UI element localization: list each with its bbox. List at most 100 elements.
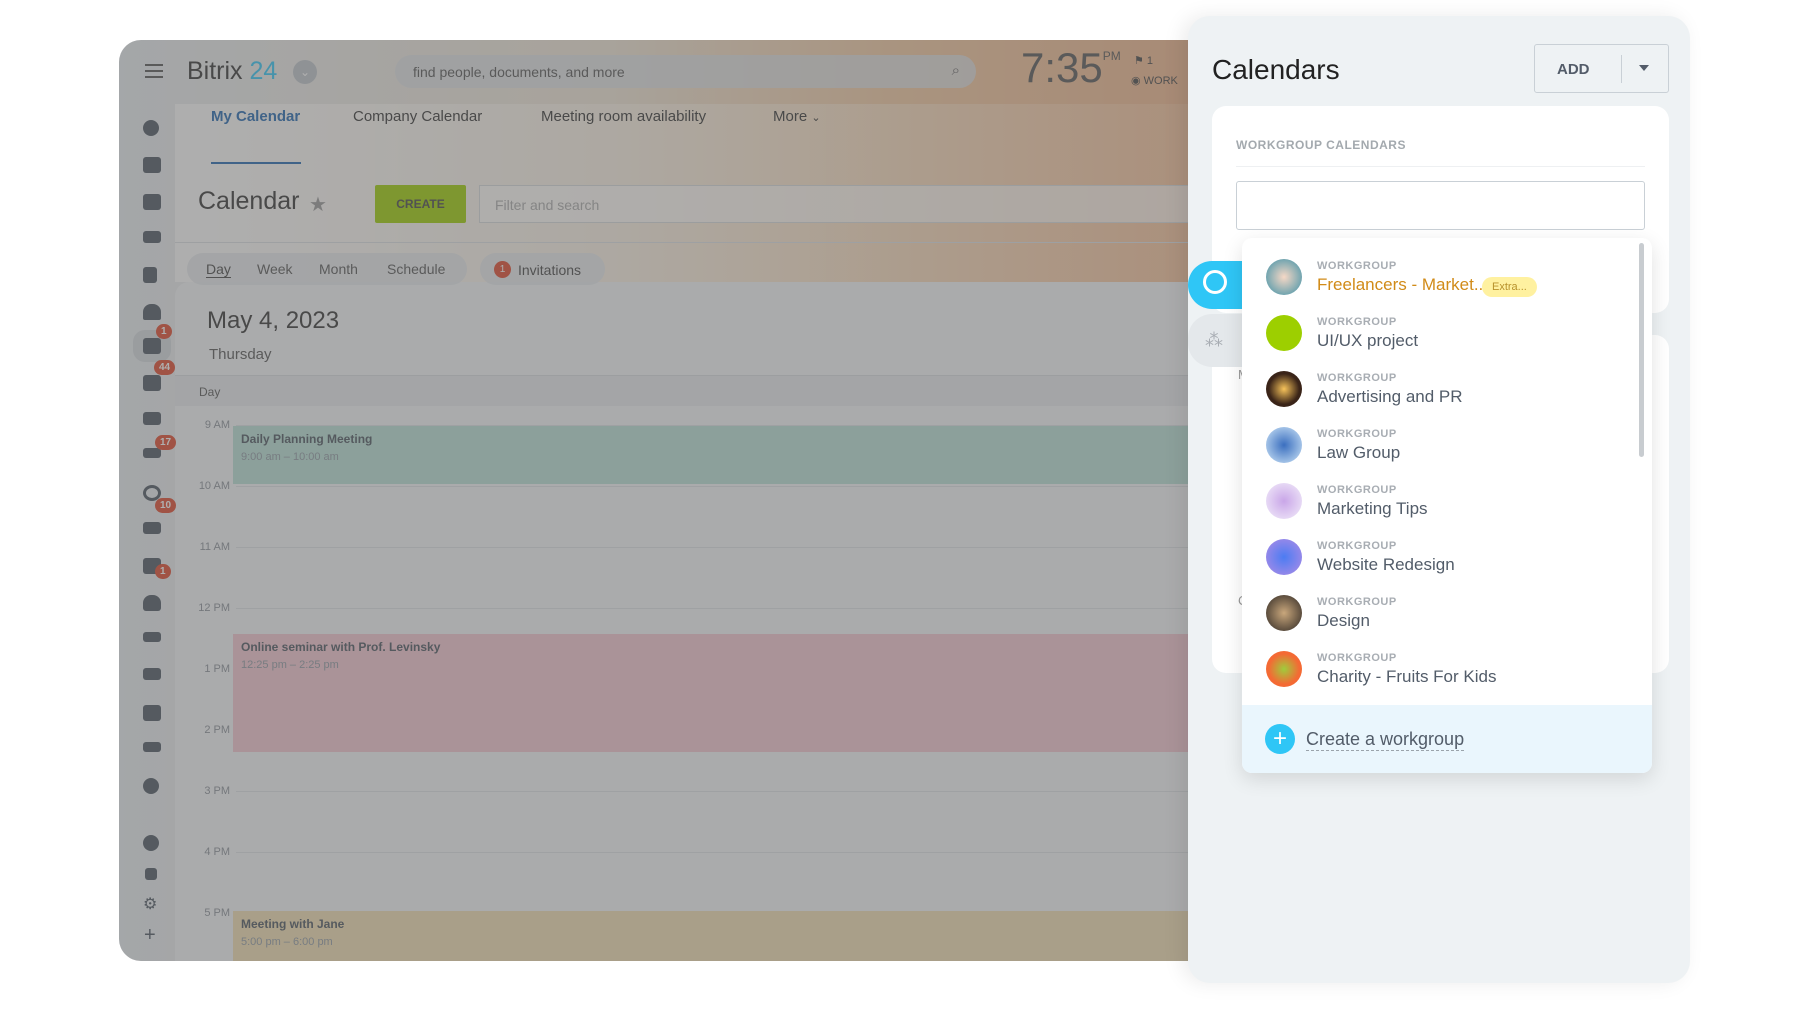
search-icon[interactable]: ⌕ (951, 62, 960, 79)
section-title: WORKGROUP CALENDARS (1236, 138, 1406, 152)
search-list-icon (1203, 270, 1227, 294)
workgroup-avatar (1266, 595, 1302, 631)
workgroup-avatar (1266, 259, 1302, 295)
crm-filter-icon[interactable] (143, 448, 161, 458)
tasks-badge: 44 (154, 360, 176, 375)
tasks-icon[interactable] (143, 375, 161, 391)
structure-icon[interactable] (145, 868, 157, 880)
extra-badge: Extra... (1482, 277, 1537, 297)
date-title: May 4, 2023 (207, 307, 340, 334)
logo-number: 24 (249, 57, 278, 85)
create-workgroup-button[interactable]: + Create a workgroup (1242, 705, 1652, 773)
view-schedule[interactable]: Schedule (387, 261, 446, 277)
calendars-panel: Calendars ADD WORKGROUP CALENDARS M C ⁂ … (1188, 16, 1690, 983)
workgroup-item[interactable]: WORKGROUP UI/UX project (1242, 305, 1652, 361)
tab-meeting-rooms[interactable]: Meeting room availability (541, 108, 707, 125)
workgroup-avatar (1266, 371, 1302, 407)
calendar-event[interactable]: Online seminar with Prof. Levinsky 12:25 … (233, 634, 1219, 752)
document-icon[interactable] (143, 267, 157, 283)
robot-icon[interactable] (143, 595, 161, 611)
hour-label: 3 PM (204, 785, 230, 797)
news-icon[interactable] (143, 157, 161, 173)
view-week[interactable]: Week (257, 261, 293, 277)
calendar-event[interactable]: Meeting with Jane 5:00 pm – 6:00 pm (233, 911, 1219, 961)
hour-line (236, 547, 1219, 548)
chat-icon[interactable] (143, 194, 161, 210)
invitations-badge: 1 (494, 261, 511, 278)
groups-icon: ⁂ (1205, 330, 1223, 350)
hour-line (236, 486, 1219, 487)
workgroup-dropdown: WORKGROUP Freelancers - Market... Extra...… (1242, 238, 1652, 773)
groups-side-tab[interactable]: ⁂ (1188, 314, 1246, 367)
page-title: Calendar (198, 187, 300, 215)
plus-icon: + (1265, 724, 1295, 754)
mail-badge: 10 (155, 498, 177, 513)
workgroup-avatar (1266, 427, 1302, 463)
grid-header: Day (175, 375, 1219, 406)
hour-label: 12 PM (198, 602, 230, 614)
sliders-icon[interactable] (143, 632, 161, 642)
workgroup-search-input[interactable] (1236, 181, 1645, 230)
add-icon[interactable]: + (144, 924, 156, 946)
search-side-tab[interactable] (1188, 261, 1246, 309)
workgroup-avatar (1266, 315, 1302, 351)
crm-badge: 17 (155, 435, 177, 450)
sidebar: 1 44 17 10 1 ⚙ + (119, 104, 177, 961)
create-button[interactable]: CREATE (375, 185, 466, 223)
logo[interactable]: Bitrix 24 (187, 57, 277, 86)
calendar-event[interactable]: Daily Planning Meeting 9:00 am – 10:00 am (233, 426, 1219, 484)
search-input[interactable]: find people, documents, and more ⌕ (395, 55, 976, 88)
add-button[interactable]: ADD (1534, 44, 1669, 93)
employees-icon[interactable] (143, 304, 161, 320)
filter-search-input[interactable]: Filter and search (479, 185, 1219, 223)
hour-line (236, 608, 1219, 609)
workgroup-item[interactable]: WORKGROUP Design (1242, 585, 1652, 641)
active-tab-underline (211, 162, 301, 164)
favorite-star-icon[interactable]: ★ (309, 194, 327, 216)
tab-company-calendar[interactable]: Company Calendar (353, 108, 483, 125)
view-day[interactable]: Day (206, 261, 231, 278)
hour-label: 5 PM (204, 907, 230, 919)
workgroup-item[interactable]: WORKGROUP Marketing Tips (1242, 473, 1652, 529)
contacts-icon[interactable] (143, 412, 161, 425)
feed-icon[interactable] (143, 120, 159, 136)
workgroup-avatar (1266, 483, 1302, 519)
workgroup-avatar (1266, 539, 1302, 575)
caret-down-icon[interactable] (1639, 65, 1649, 76)
hour-label: 1 PM (204, 663, 230, 675)
workgroup-item[interactable]: WORKGROUP Advertising and PR (1242, 361, 1652, 417)
workgroup-item[interactable]: WORKGROUP Charity - Fruits For Kids (1242, 641, 1652, 697)
workgroup-item[interactable]: WORKGROUP Freelancers - Market... Extra... (1242, 249, 1652, 305)
flag-count[interactable]: ⚑ 1 (1134, 55, 1154, 67)
tab-my-calendar[interactable]: My Calendar (211, 108, 301, 125)
divider (175, 242, 1219, 243)
menu-icon[interactable] (145, 64, 163, 78)
hour-line (236, 791, 1219, 792)
search-placeholder: find people, documents, and more (413, 64, 625, 80)
drive-icon[interactable] (143, 231, 161, 243)
cart-icon[interactable] (143, 668, 161, 680)
hour-label: 9 AM (204, 419, 230, 431)
dropdown-scrollbar[interactable] (1639, 243, 1644, 457)
invitations-button[interactable]: 1 Invitations (480, 253, 605, 285)
workgroup-item[interactable]: WORKGROUP Website Redesign (1242, 529, 1652, 585)
view-switcher: Day Week Month Schedule (187, 253, 467, 285)
calendar-badge: 1 (156, 324, 172, 339)
settings-icon[interactable]: ⚙ (143, 896, 158, 913)
workgroup-item[interactable]: WORKGROUP Law Group (1242, 417, 1652, 473)
view-month[interactable]: Month (319, 261, 358, 277)
warehouse-icon[interactable] (143, 705, 161, 721)
logo-text: Bitrix (187, 57, 243, 85)
tab-more[interactable]: More ⌄ (773, 108, 821, 125)
logo-chevron-icon[interactable]: ⌄ (293, 60, 317, 84)
more-chevron-icon[interactable] (143, 778, 159, 794)
hour-label: 11 AM (199, 541, 230, 553)
workgroup-avatar (1266, 651, 1302, 687)
signature-icon[interactable] (143, 742, 161, 752)
hour-label: 2 PM (204, 724, 230, 736)
mail-icon[interactable] (143, 522, 161, 534)
work-status[interactable]: ◉ WORK (1131, 75, 1178, 87)
help-icon[interactable] (143, 835, 159, 851)
chevron-down-icon: ⌄ (811, 112, 821, 124)
calendar-icon[interactable] (143, 338, 161, 354)
